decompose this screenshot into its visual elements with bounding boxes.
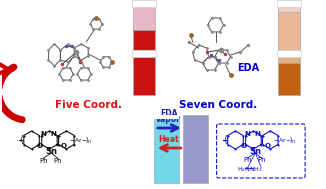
Text: N: N bbox=[51, 131, 56, 137]
Text: Sn: Sn bbox=[45, 146, 57, 156]
Bar bbox=[154, 115, 179, 119]
Bar bbox=[278, 63, 300, 95]
Text: O: O bbox=[37, 143, 42, 149]
Bar bbox=[277, 0, 301, 7]
Text: $\rangle_n$: $\rangle_n$ bbox=[85, 134, 93, 146]
Text: vapor: vapor bbox=[156, 115, 181, 125]
Text: Ph: Ph bbox=[39, 158, 48, 164]
Text: Sn: Sn bbox=[249, 146, 261, 156]
Text: $-$Ar$-$: $-$Ar$-$ bbox=[69, 136, 88, 144]
Text: O: O bbox=[60, 143, 67, 149]
Bar bbox=[278, 5, 300, 12]
Bar bbox=[133, 55, 155, 95]
Bar bbox=[132, 50, 156, 57]
Text: $-$Ar$-$: $-$Ar$-$ bbox=[273, 136, 291, 144]
Text: EDA: EDA bbox=[160, 108, 178, 118]
Text: $\rangle_n$: $\rangle_n$ bbox=[289, 134, 297, 146]
Text: $\langle$: $\langle$ bbox=[19, 133, 24, 146]
Text: Ph: Ph bbox=[257, 157, 266, 163]
Text: N: N bbox=[244, 131, 250, 137]
Text: O: O bbox=[264, 143, 270, 149]
Text: H$_2$N: H$_2$N bbox=[237, 166, 250, 174]
Text: Heat: Heat bbox=[158, 136, 179, 145]
Bar bbox=[183, 115, 208, 183]
Bar bbox=[133, 30, 155, 50]
Text: N: N bbox=[40, 131, 46, 137]
Text: NH$_2$: NH$_2$ bbox=[249, 166, 262, 174]
Text: $\langle$: $\langle$ bbox=[223, 133, 228, 146]
Text: O: O bbox=[241, 143, 246, 149]
Bar bbox=[278, 55, 300, 63]
Bar bbox=[132, 0, 156, 7]
Text: N: N bbox=[254, 131, 260, 137]
Text: Five Coord.: Five Coord. bbox=[55, 100, 122, 110]
Bar bbox=[278, 12, 300, 50]
Text: Ph: Ph bbox=[243, 157, 252, 163]
Text: EDA: EDA bbox=[237, 63, 259, 73]
Text: Ph: Ph bbox=[53, 158, 62, 164]
Bar bbox=[154, 115, 179, 183]
Bar bbox=[277, 50, 301, 57]
Text: Seven Coord.: Seven Coord. bbox=[179, 100, 258, 110]
Bar bbox=[133, 5, 155, 30]
